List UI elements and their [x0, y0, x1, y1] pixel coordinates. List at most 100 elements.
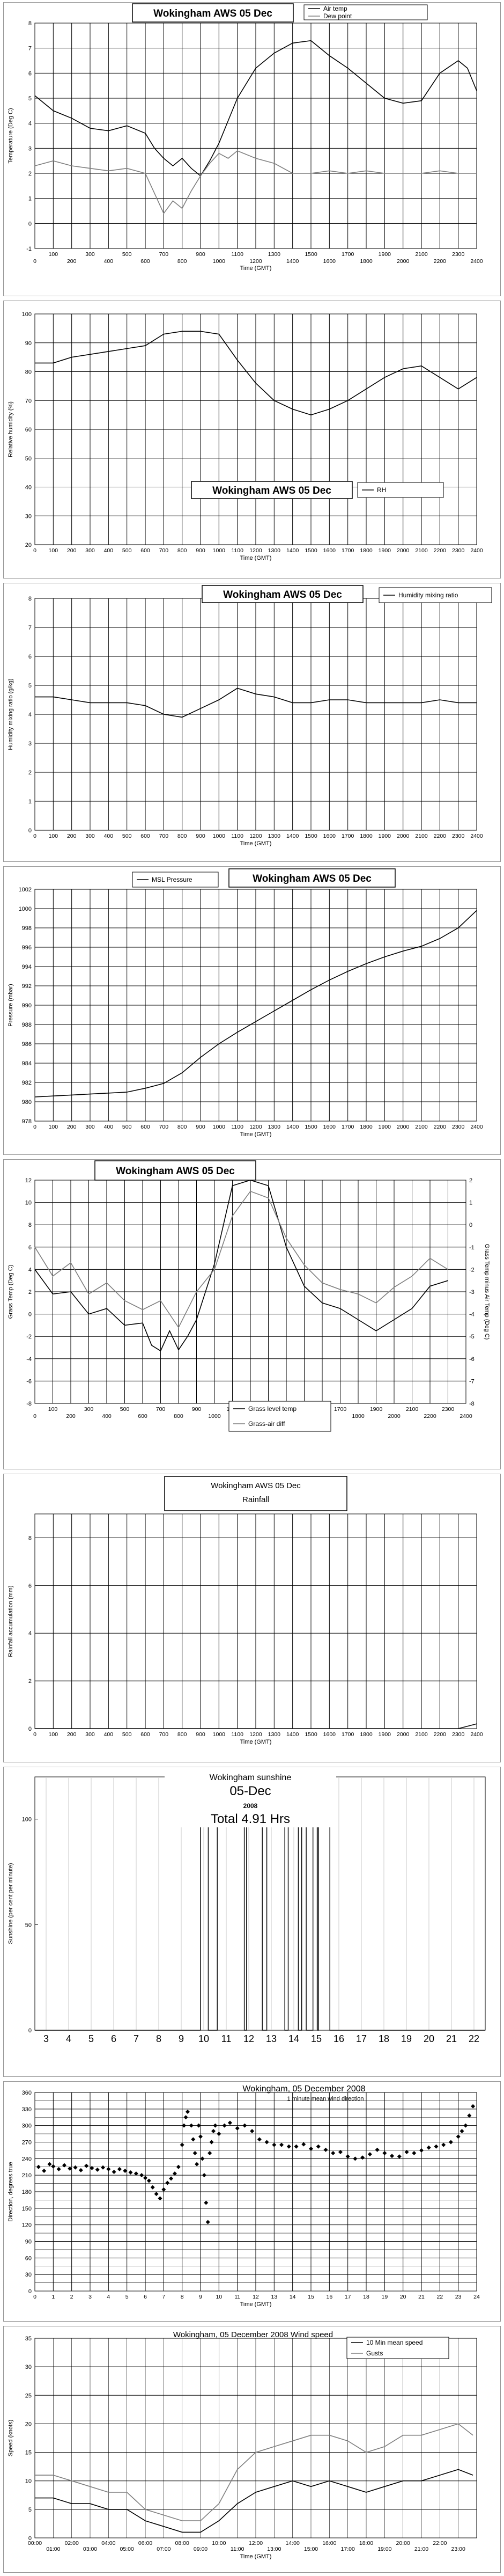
y-tick-label: 2 [28, 1289, 32, 1296]
x-tick-label: 0 [33, 833, 36, 839]
chart-title: Wokingham, 05 December 2008 Wind speed [173, 2330, 333, 2339]
direction-point [56, 2167, 61, 2171]
x-tick-label: 2400 [470, 547, 483, 554]
x-tick-label: 1200 [249, 1124, 262, 1130]
direction-point [209, 2140, 214, 2145]
x-tick-label: 700 [159, 833, 169, 839]
direction-point [36, 2164, 41, 2169]
x-tick-label: 16 [326, 2294, 332, 2300]
y-tick-label: 60 [25, 427, 32, 433]
y-tick-label: 984 [22, 1060, 32, 1067]
direction-point [397, 2154, 402, 2159]
direction-point [183, 2115, 188, 2120]
x-tick-label: 1200 [249, 258, 262, 265]
direction-point [412, 2151, 417, 2156]
x-axis-label: Time (GMT) [240, 1131, 272, 1138]
legend-entry: 1 minute mean wind direction [287, 2096, 364, 2102]
x-tick-label: 1100 [231, 1124, 243, 1130]
x-tick-label: 500 [122, 1124, 132, 1130]
x-tick-label: 200 [67, 258, 77, 265]
x-tick-label: 1700 [342, 1731, 354, 1738]
x-tick-label: 600 [140, 833, 150, 839]
x-tick-label: 500 [122, 1731, 132, 1738]
direction-point [272, 2142, 277, 2147]
y-tick-label: 1 [28, 799, 32, 805]
mean-speed-line [35, 2469, 473, 2533]
x-tick-label: 100 [49, 833, 58, 839]
sunshine-chart: 0 50 100 3 4 5 6 7 8 9 10 11 12 13 14 15 16 17 18 19 20 21 22 S… [3, 1767, 501, 2077]
x-tick-label: 600 [140, 258, 150, 265]
y-tick-label: 1000 [19, 906, 32, 912]
y-tick-label: 100 [22, 1817, 32, 1823]
x-tick-label: 11 [221, 2033, 232, 2044]
direction-point [158, 2196, 162, 2201]
y-tick-label: 40 [25, 485, 32, 491]
y-tick-label: 6 [28, 1583, 32, 1589]
y-tick-label: 25 [25, 2392, 32, 2399]
direction-point [441, 2142, 446, 2147]
x-tick-label: 18 [363, 2294, 369, 2300]
x-tick-label: 900 [196, 547, 205, 554]
x-tick-label: 1400 [286, 833, 299, 839]
y-tick-label: 30 [25, 513, 32, 519]
y-tick-label: 0 [28, 2288, 32, 2295]
title-box [191, 481, 353, 499]
direction-point [73, 2165, 78, 2170]
x-tick-label: 700 [156, 1406, 166, 1413]
y-tick-label: 6 [28, 654, 32, 660]
x-tick-label: 1400 [286, 1124, 299, 1130]
chart-title: Wokingham AWS 05 Dec [212, 485, 331, 496]
direction-point [375, 2147, 380, 2152]
x-tick-label: 01:00 [46, 2546, 60, 2552]
x-tick-label: 17 [356, 2033, 367, 2044]
legend-box [379, 587, 492, 603]
direction-point [165, 2180, 170, 2185]
x-tick-label: 7 [162, 2294, 165, 2300]
direction-point [345, 2154, 350, 2159]
y-tick-label: 8 [28, 596, 32, 602]
y-tick-label: 4 [28, 1267, 32, 1273]
y-tick-label: 990 [22, 1002, 32, 1009]
x-tick-label: 200 [67, 833, 77, 839]
x-tick-label: 1700 [342, 251, 354, 258]
x-tick-label: 800 [174, 1413, 183, 1419]
x-tick-label: 1800 [360, 1731, 373, 1738]
x-tick-label: 2300 [452, 1124, 465, 1130]
x-tick-label: 2200 [424, 1413, 436, 1419]
direction-point [316, 2144, 321, 2149]
x-tick-label: 400 [102, 1413, 112, 1419]
x-tick-label: 9 [179, 2033, 184, 2044]
direction-point [205, 2220, 210, 2224]
x-tick-label: 2400 [470, 1731, 483, 1738]
y-tick-label: 12 [25, 1177, 32, 1184]
direction-point [146, 2178, 151, 2183]
y-tick-label: 35 [25, 2336, 32, 2342]
y2-tick-label: -5 [469, 1334, 475, 1340]
x-axis-label: Time (GMT) [240, 2301, 272, 2308]
series-line-grass-air-diff [34, 1190, 448, 1329]
x-tick-label: 300 [85, 1731, 95, 1738]
gust-line [35, 2423, 473, 2521]
y-axis-label: Rainfall accumulation (mm) [8, 1585, 14, 1657]
x-tick-label: 22 [436, 2294, 443, 2300]
series-line-air-temp [34, 40, 477, 177]
x-tick-label: 0 [33, 1413, 36, 1419]
x-tick-label: 1400 [286, 1731, 299, 1738]
x-tick-label: 400 [104, 833, 114, 839]
x-tick-label: 200 [66, 1413, 76, 1419]
x-tick-label: 1500 [305, 833, 317, 839]
x-tick-label: 1000 [213, 833, 226, 839]
x-tick-label: 200 [67, 547, 77, 554]
x-tick-label: 15 [311, 2033, 322, 2044]
x-tick-label: 16:00 [322, 2540, 336, 2546]
x-tick-label: 2300 [452, 251, 465, 258]
x-tick-label: 1300 [268, 1731, 281, 1738]
x-tick-label: 1800 [360, 833, 373, 839]
series-line-humidity-mixing-ratio [35, 687, 477, 718]
grass-temp-chart-svg: -8-6-4-202468101210030050070090011001300… [8, 1160, 490, 1432]
x-tick-label: 1700 [342, 833, 354, 839]
x-tick-label: 2200 [434, 258, 447, 265]
x-tick-label: 800 [177, 1731, 187, 1738]
x-tick-label: 1800 [360, 258, 373, 265]
x-tick-label: 800 [177, 1124, 187, 1130]
